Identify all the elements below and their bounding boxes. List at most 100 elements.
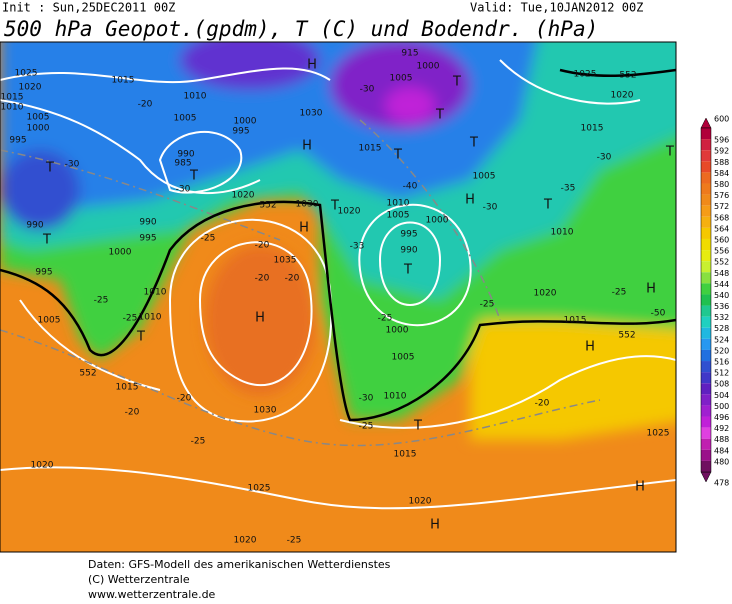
contour-label: -25: [480, 300, 495, 310]
colorbar-band: [701, 394, 711, 406]
colorbar-band: [701, 205, 711, 217]
colorbar-label: 552: [714, 258, 729, 267]
colorbar-frame: [700, 127, 712, 473]
contour-label: 1020: [19, 83, 42, 93]
colorbar-label: 524: [714, 335, 729, 344]
colorbar-label: 496: [714, 413, 729, 422]
colorbar-band: [701, 427, 711, 439]
colorbar-label: 568: [714, 213, 729, 222]
colorbar-band: [701, 305, 711, 317]
pressure-center: T: [413, 419, 422, 434]
colorbar-band: [701, 349, 711, 362]
colorbar-label: 544: [714, 280, 729, 289]
contour-label: -25: [359, 422, 374, 432]
colorbar-label: 572: [714, 202, 729, 211]
contour-label: -20: [177, 394, 192, 404]
contour-label: 1025: [574, 70, 597, 80]
contour-label: 1000: [27, 124, 50, 134]
pressure-center: T: [435, 108, 444, 123]
colorbar-label: 484: [714, 446, 729, 455]
contour-label: 1020: [232, 191, 255, 201]
contour-label: 990: [139, 218, 156, 228]
init-time: Init : Sun,25DEC2011 00Z: [2, 1, 175, 15]
contour-label: -30: [597, 153, 612, 163]
contour-label: 1020: [409, 497, 432, 507]
contour-label: 1025: [248, 484, 271, 494]
contour-label: 1015: [581, 124, 604, 134]
contour-label: 995: [400, 230, 417, 240]
contour-label: -30: [65, 160, 80, 170]
colorbar-label: 504: [714, 391, 729, 400]
contour-label: 1020: [338, 207, 361, 217]
contour-label: 1005: [387, 211, 410, 221]
contour-label: 995: [35, 268, 52, 278]
contour-label: -30: [483, 203, 498, 213]
contour-label: -30: [176, 185, 191, 195]
contour-label: 1000: [234, 117, 257, 127]
contour-label: 552: [618, 331, 635, 341]
colorbar-band: [701, 372, 711, 384]
pressure-center: T: [665, 145, 674, 160]
colorbar-label: 560: [714, 235, 729, 244]
contour-label: -20: [255, 274, 270, 284]
contour-label: -20: [285, 274, 300, 284]
contour-label: 995: [232, 127, 249, 137]
colorbar-label: 556: [714, 247, 729, 256]
contour-label: -50: [651, 309, 666, 319]
pressure-center: H: [430, 518, 440, 533]
colorbar-band: [701, 216, 711, 228]
colorbar-label: 500: [714, 402, 729, 411]
contour-label: 552: [259, 201, 276, 211]
colorbar-label: 600: [714, 115, 729, 124]
contour-label: 990: [400, 246, 417, 256]
contour-label: -25: [378, 314, 393, 324]
contour-label: 1015: [112, 76, 135, 86]
footer-source: Daten: GFS-Modell des amerikanischen Wet…: [88, 558, 391, 571]
contour-label: 1005: [38, 316, 61, 326]
colorbar-label: 492: [714, 424, 729, 433]
contour-label: 1020: [31, 461, 54, 471]
map-title: 500 hPa Geopot.(gpdm), T (C) und Bodendr…: [4, 17, 598, 41]
colorbar-label: 512: [714, 369, 729, 378]
contour-label: -20: [125, 408, 140, 418]
contour-label: 990: [26, 221, 43, 231]
contour-label: 1010: [384, 392, 407, 402]
contour-label: 1010: [139, 313, 162, 323]
contour-label: 1035: [274, 256, 297, 266]
contour-label: 1000: [426, 216, 449, 226]
pressure-center: T: [469, 136, 478, 151]
pressure-center: H: [465, 193, 475, 208]
colorbar-label: 520: [714, 346, 729, 355]
colorbar-band: [701, 338, 711, 350]
colorbar-label: 528: [714, 324, 729, 333]
contour-label: 915: [401, 49, 418, 59]
contour-label: 1015: [1, 93, 24, 103]
colorbar-label: 548: [714, 269, 729, 278]
colorbar-label: 532: [714, 313, 729, 322]
contour-label: 995: [9, 136, 26, 146]
colorbar-band: [701, 438, 711, 450]
contour-label: 1030: [300, 109, 323, 119]
contour-label: -40: [403, 182, 418, 192]
contour-label: -25: [123, 314, 138, 324]
colorbar-label: 516: [714, 358, 729, 367]
contour-label: 1005: [473, 172, 496, 182]
colorbar-label: 580: [714, 180, 729, 189]
pressure-center: T: [330, 199, 339, 214]
colorbar-label: 584: [714, 169, 729, 178]
pressure-center: T: [42, 233, 51, 248]
map-frame: [0, 41, 677, 553]
colorbar-arrow-top: [700, 117, 712, 129]
contour-label: 1010: [551, 228, 574, 238]
colorbar-band: [701, 227, 711, 239]
footer-copyright: (C) Wetterzentrale: [88, 573, 190, 586]
contour-label: 1010: [387, 199, 410, 209]
colorbar-label: 596: [714, 136, 729, 145]
colorbar-band: [701, 250, 711, 262]
colorbar-label: 576: [714, 191, 729, 200]
pressure-center: T: [393, 148, 402, 163]
contour-label: 1025: [647, 429, 670, 439]
colorbar-band: [701, 172, 711, 184]
contour-label: 1015: [116, 383, 139, 393]
colorbar-band: [701, 283, 711, 295]
